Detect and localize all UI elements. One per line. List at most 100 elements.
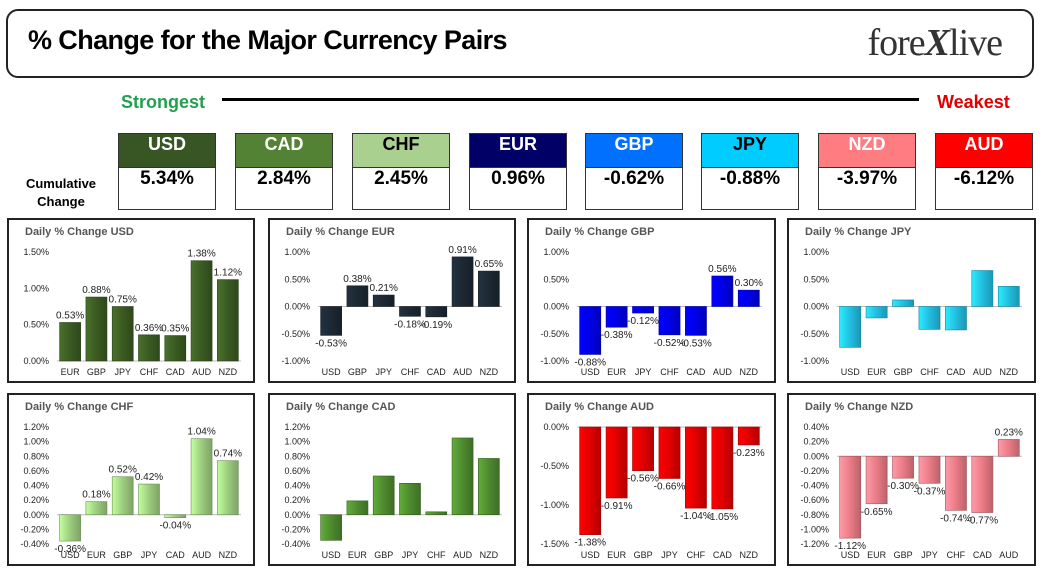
bar: [632, 306, 654, 314]
currency-box-nzd: NZD -3.97%: [818, 133, 916, 210]
x-tick-label: CHF: [687, 550, 706, 560]
y-tick-label: -1.00%: [540, 500, 569, 510]
data-label: 1.12%: [214, 268, 242, 279]
bar: [138, 334, 160, 362]
bar: [839, 306, 862, 348]
bar: [945, 306, 967, 331]
bar: [164, 335, 187, 362]
x-tick-label: AUD: [713, 367, 733, 377]
data-label: -0.36%: [54, 544, 86, 555]
y-tick-label: 0.60%: [284, 466, 310, 476]
bar: [111, 306, 134, 362]
y-tick-label: 0.40%: [23, 481, 49, 491]
y-tick-label: -0.40%: [20, 539, 49, 549]
x-tick-label: GBP: [87, 367, 106, 377]
currency-box-usd: USD 5.34%: [118, 133, 216, 210]
data-label: -0.65%: [861, 507, 893, 518]
chart-panel-jpy: Daily % Change JPY -1.00% -0.50% 0.00% 0.50%…: [787, 218, 1036, 383]
y-tick-label: -0.40%: [800, 481, 829, 491]
data-label: 0.75%: [109, 295, 137, 306]
data-label: 0.23%: [995, 427, 1023, 438]
bar: [605, 306, 628, 328]
data-label: 0.30%: [735, 278, 763, 289]
y-tick-label: 0.80%: [23, 451, 49, 461]
y-tick-label: 1.00%: [23, 283, 49, 293]
y-tick-label: -0.50%: [540, 461, 569, 471]
x-tick-label: EUR: [607, 550, 627, 560]
cumulative-value: 2.84%: [235, 168, 333, 210]
weakest-label: Weakest: [937, 92, 1010, 112]
currency-code: CHF: [352, 133, 450, 168]
x-tick-label: CAD: [946, 367, 966, 377]
data-label: -0.04%: [159, 521, 191, 532]
strength-scale-line: [222, 98, 919, 101]
currency-code: JPY: [701, 133, 799, 168]
y-tick-label: 0.00%: [284, 302, 310, 312]
x-tick-label: JPY: [114, 367, 131, 377]
bar: [85, 296, 108, 362]
bar: [918, 306, 941, 330]
bar: [399, 306, 421, 317]
x-tick-label: CAD: [973, 550, 993, 560]
y-tick-label: -0.50%: [540, 329, 569, 339]
bar: [685, 306, 707, 336]
chart-svg: -1.50% -1.00% -0.50% 0.00% -1.38%USD -0.91% EU…: [540, 422, 764, 560]
x-tick-label: USD: [61, 550, 81, 560]
bar: [997, 439, 1020, 457]
y-tick-label: 0.00%: [284, 510, 310, 520]
data-label: -0.19%: [420, 320, 452, 331]
y-tick-label: 1.00%: [543, 247, 569, 257]
data-label: -0.66%: [654, 481, 686, 492]
y-tick-label: -0.80%: [800, 510, 829, 520]
chart-title: Daily % Change EUR: [286, 226, 395, 238]
bar: [579, 426, 602, 535]
bar: [59, 322, 81, 362]
x-tick-label: NZD: [1000, 367, 1019, 377]
x-tick-label: CHF: [401, 367, 420, 377]
chart-title: Daily % Change AUD: [545, 401, 655, 413]
y-tick-label: -1.00%: [281, 356, 310, 366]
bar: [971, 455, 994, 513]
x-tick-label: EUR: [867, 550, 887, 560]
x-tick-label: AUD: [973, 367, 993, 377]
chart-svg: -1.20% -1.00% -0.80% -0.60% -0.40% -0.20% 0.00…: [800, 422, 1023, 560]
currency-box-gbp: GBP -0.62%: [585, 133, 683, 210]
x-tick-label: EUR: [87, 550, 107, 560]
y-tick-label: 1.00%: [803, 247, 829, 257]
data-label: -1.04%: [680, 511, 712, 522]
data-label: -0.12%: [627, 316, 659, 327]
y-tick-label: 0.50%: [803, 274, 829, 284]
x-tick-label: JPY: [141, 550, 158, 560]
x-tick-label: AUD: [999, 550, 1019, 560]
x-tick-label: NZD: [740, 367, 759, 377]
cumulative-value: 2.45%: [352, 168, 450, 210]
chart-title: Daily % Change CHF: [25, 401, 134, 413]
x-tick-label: CAD: [166, 550, 186, 560]
data-label: 0.38%: [343, 274, 371, 285]
data-label: 0.35%: [161, 324, 189, 335]
bar: [425, 511, 448, 516]
currency-code: CAD: [235, 133, 333, 168]
page-title: % Change for the Major Currency Pairs: [28, 25, 508, 55]
x-tick-label: JPY: [375, 367, 392, 377]
y-tick-label: 0.80%: [284, 451, 310, 461]
bar: [451, 437, 474, 516]
y-tick-label: 0.50%: [284, 274, 310, 284]
data-label: 0.74%: [214, 449, 242, 460]
x-tick-label: NZD: [219, 550, 238, 560]
data-label: -0.37%: [914, 486, 946, 497]
x-tick-label: GBP: [113, 550, 132, 560]
y-tick-label: 1.00%: [23, 437, 49, 447]
data-label: -0.52%: [654, 338, 686, 349]
data-label: 1.38%: [187, 249, 215, 260]
y-tick-label: -1.50%: [540, 539, 569, 549]
x-tick-label: AUD: [453, 550, 473, 560]
y-tick-label: -0.40%: [281, 539, 310, 549]
bar: [918, 455, 941, 484]
x-tick-label: CHF: [427, 550, 446, 560]
bar: [478, 270, 500, 307]
data-label: 0.88%: [82, 285, 110, 296]
x-tick-label: NZD: [740, 550, 759, 560]
chart-panel-nzd: Daily % Change NZD -1.20% -1.00% -0.80% -0.6…: [787, 393, 1036, 566]
x-tick-label: CHF: [947, 550, 966, 560]
